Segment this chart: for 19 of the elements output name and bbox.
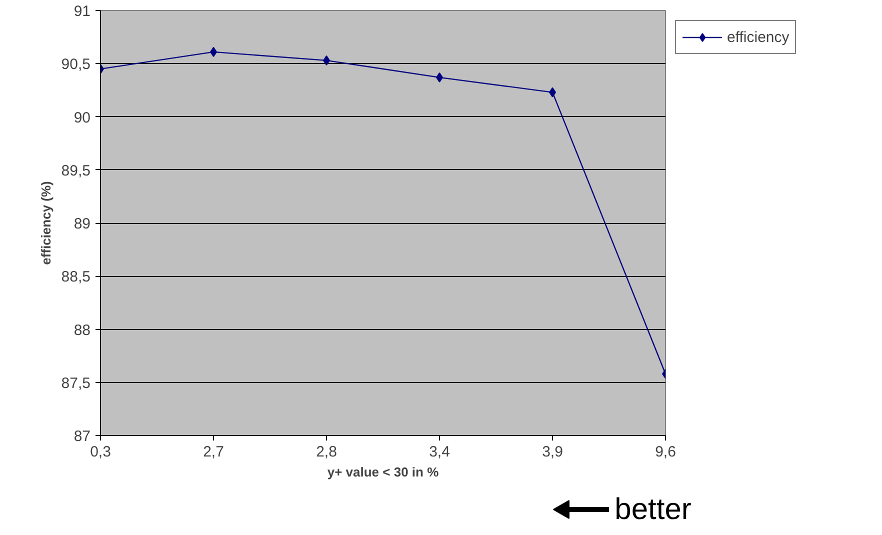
x-tick-label: 9,6 — [655, 444, 676, 460]
x-tick-label: 0,3 — [90, 444, 111, 460]
x-tick-label: 2,7 — [203, 444, 224, 460]
y-tick-label: 87 — [74, 428, 91, 445]
x-tick-label: 2,8 — [316, 444, 337, 460]
y-tick-label: 90,5 — [61, 56, 91, 74]
x-tick-label: 3,4 — [429, 444, 450, 460]
y-tick-label: 89 — [74, 216, 91, 232]
y-tick-label: 91 — [74, 3, 91, 20]
y-tick-label: 88,5 — [61, 268, 91, 286]
y-axis-title: efficiency (%) — [38, 181, 54, 265]
x-tick-label: 3,9 — [542, 444, 563, 460]
legend-label: efficiency — [727, 28, 790, 46]
y-tick-label: 89,5 — [61, 162, 91, 180]
x-axis-title: y+ value < 30 in % — [327, 464, 440, 480]
text: better — [614, 493, 692, 526]
y-tick-label: 90 — [74, 109, 91, 126]
y-tick-label: 87,5 — [61, 374, 91, 392]
y-tick-label: 88 — [74, 322, 91, 339]
